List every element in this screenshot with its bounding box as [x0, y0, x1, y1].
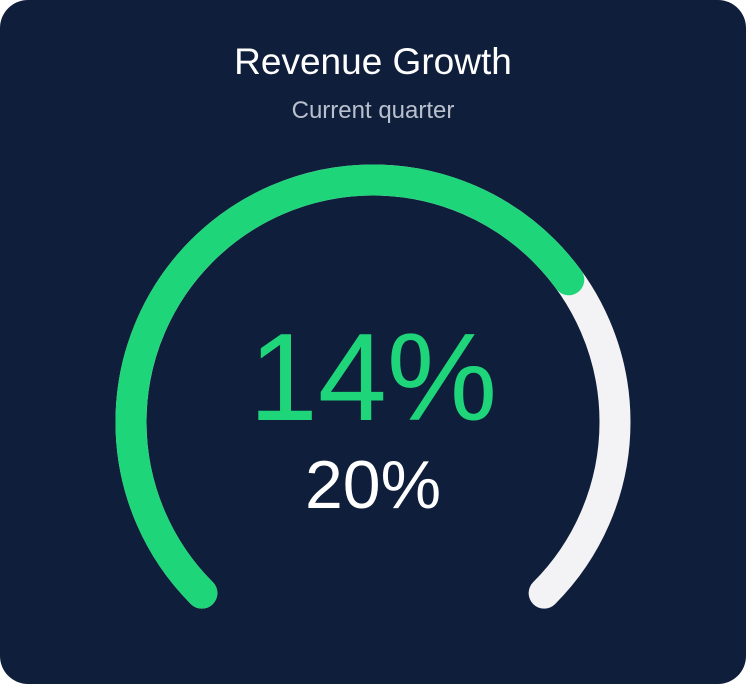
chart-subtitle: Current quarter: [291, 97, 455, 124]
gauge-value-label: 14%: [249, 309, 497, 447]
gauge-target-label: 20%: [305, 447, 441, 523]
gauge-value-arc: [115, 164, 585, 609]
chart-title: Revenue Growth: [234, 41, 512, 82]
